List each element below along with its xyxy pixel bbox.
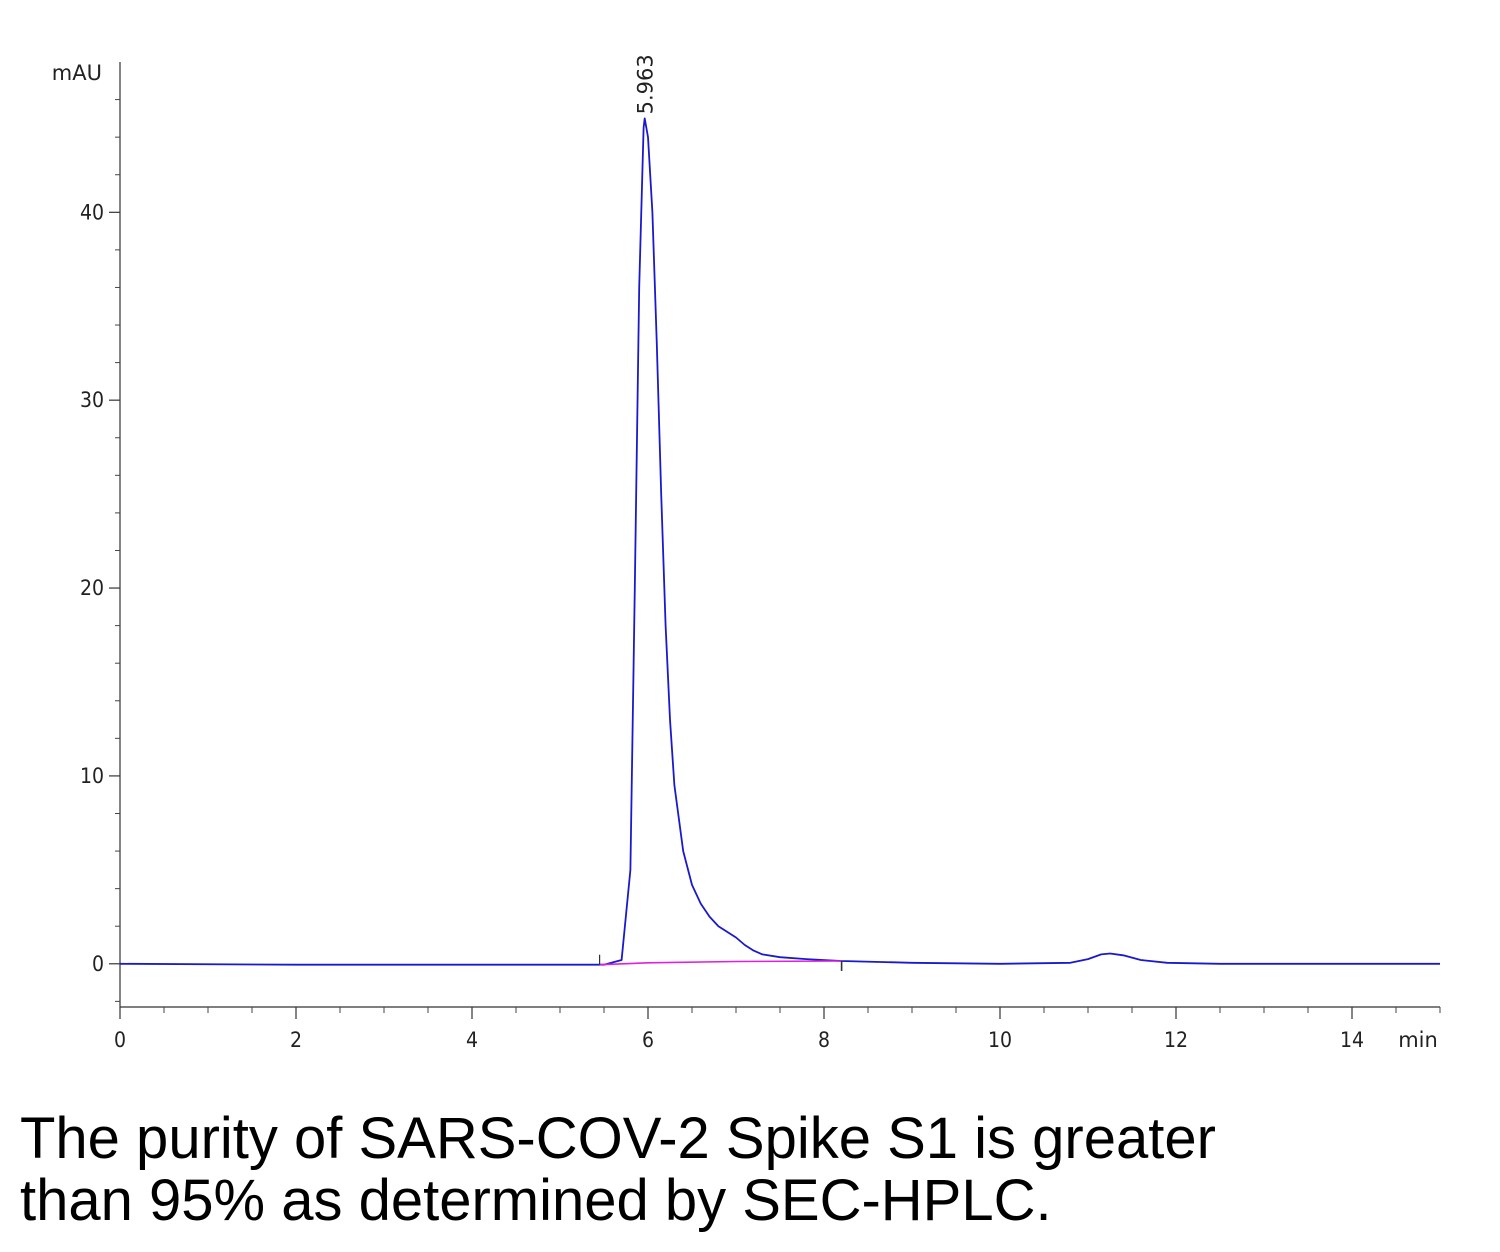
signal-trace [119, 117, 1440, 966]
x-tick-label: 12 [1164, 1028, 1188, 1052]
x-axis: 0 2 4 6 8 10 12 14 min [114, 1006, 1441, 1052]
x-tick-label: 2 [290, 1028, 302, 1052]
caption: The purity of SARS-COV-2 Spike S1 is gre… [20, 1108, 1480, 1232]
y-axis-label: mAU [52, 61, 102, 85]
y-tick-label: 0 [92, 952, 104, 976]
baseline-trace [599, 960, 842, 966]
series-layer [119, 117, 1440, 971]
y-axis: 0 10 20 30 40 mAU [52, 61, 121, 1007]
x-tick-label: 0 [114, 1028, 126, 1052]
y-tick-label: 20 [80, 576, 104, 600]
x-tick-label: 10 [988, 1028, 1012, 1052]
chromatogram-chart: 0 10 20 30 40 mAU 0 2 4 6 8 10 12 14 min 5.963 [52, 54, 1441, 1052]
y-tick-label: 40 [80, 200, 104, 224]
caption-line-2: than 95% as determined by SEC-HPLC. [20, 1168, 1052, 1233]
caption-line-1: The purity of SARS-COV-2 Spike S1 is gre… [20, 1106, 1216, 1171]
annotation-layer: 5.963 [634, 54, 658, 114]
x-axis-label: min [1398, 1028, 1438, 1052]
peak-label: 5.963 [634, 54, 658, 114]
x-tick-label: 8 [818, 1028, 830, 1052]
y-tick-label: 10 [80, 764, 104, 788]
x-tick-label: 14 [1340, 1028, 1364, 1052]
x-tick-label: 4 [466, 1028, 478, 1052]
y-tick-label: 30 [80, 388, 104, 412]
x-tick-label: 6 [642, 1028, 654, 1052]
